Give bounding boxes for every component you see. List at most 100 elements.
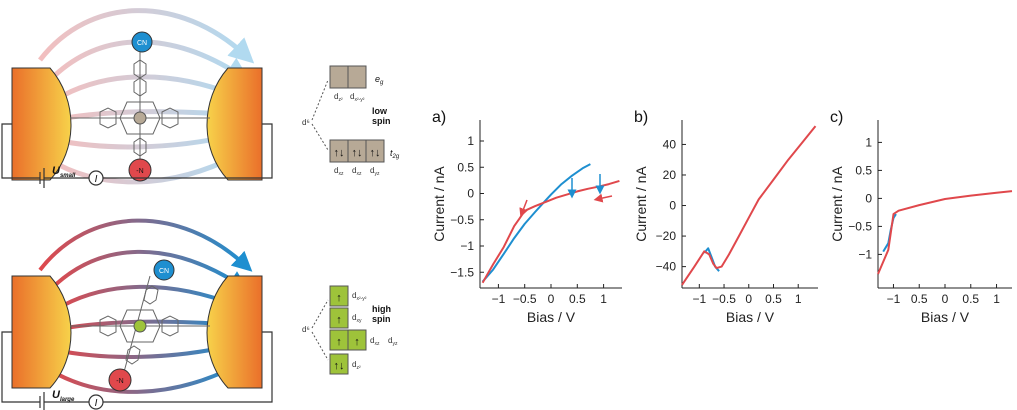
svg-text:↑↓: ↑↓ — [370, 147, 381, 159]
arrow-down-red — [519, 199, 528, 218]
panel-label-b: b) — [634, 109, 648, 126]
high-dash-up — [311, 299, 329, 329]
orbital-diagram-low-spin: dz² dx²-y² eg low spin d⁶ ↑↓ ↑↓ ↑↓ dxz d… — [302, 65, 400, 177]
high-spin-label-2: spin — [372, 314, 391, 324]
y-tick-label: 0 — [669, 199, 676, 213]
n-ligand-bottom-label: -N — [116, 378, 123, 385]
x-tick-label: 0.5 — [569, 292, 586, 306]
x-tick-label: 0 — [548, 292, 555, 306]
x-tick-label: 0 — [745, 292, 752, 306]
molecule-top — [70, 52, 210, 160]
t2g-label: t2g — [390, 148, 400, 160]
cn-ligand-bottom — [153, 259, 175, 281]
svg-text:↑: ↑ — [336, 314, 342, 326]
left-electrode-bottom — [11, 275, 72, 389]
svg-text:↑: ↑ — [354, 336, 360, 348]
voltage-label-bottom: Ularge — [52, 389, 75, 403]
panel-label-a: a) — [432, 109, 446, 126]
x-tick-label: −1 — [492, 292, 506, 306]
current-meter-bottom: I — [95, 398, 98, 409]
x-tick-label: 0 — [942, 292, 949, 306]
high-label-z2: dz² — [352, 360, 361, 371]
high-label-yz: dyz — [388, 336, 398, 347]
orbital-diagram-high-spin: d⁶ ↑ ↑ ↑ ↑ ↑↓ dx²-y² dxy dxz dyz dz² hig… — [302, 285, 398, 375]
low-spin-label-2: spin — [372, 116, 391, 126]
t2g-box-2-label: dxz — [352, 166, 362, 177]
x-tick-label: −1 — [887, 292, 901, 306]
y-tick-label: −1.5 — [450, 265, 474, 279]
eg-box-1 — [329, 65, 349, 89]
y-tick-label: 1 — [865, 135, 872, 149]
x-tick-label: 0.5 — [765, 292, 782, 306]
transport-arrows-pale — [38, 8, 255, 185]
series-line-forward-a — [481, 179, 620, 284]
x-tick-label: −0.5 — [513, 292, 537, 306]
arrow-left-red — [593, 193, 613, 203]
y-tick-label: 20 — [663, 168, 677, 182]
y-tick-label: 0 — [467, 187, 474, 201]
y-tick-label: 1 — [467, 134, 474, 148]
series-line-forward-b — [681, 125, 817, 286]
svg-text:↑: ↑ — [336, 336, 342, 348]
y-tick-label: −1 — [858, 247, 872, 261]
svg-text:↑↓: ↑↓ — [334, 147, 345, 159]
x-tick-label: 0.5 — [962, 292, 979, 306]
y-tick-label: 40 — [663, 137, 677, 151]
x-axis-label-b: Bias / V — [726, 309, 775, 325]
right-electrode-bottom — [206, 275, 263, 389]
eg-box-1-label: dz² — [334, 92, 343, 103]
left-electrode — [11, 67, 72, 181]
schematic-bottom: CN -N Ularge I — [1, 218, 273, 410]
svg-text:↑: ↑ — [336, 292, 342, 304]
t2g-boxes: ↑↓ ↑↓ ↑↓ — [329, 139, 385, 163]
right-electrode — [206, 67, 263, 181]
n-ligand-top-label: -N — [136, 168, 143, 175]
x-tick-label: −1 — [692, 292, 706, 306]
n-ligand-bottom — [108, 368, 132, 392]
current-meter-top: I — [95, 174, 98, 185]
n-ligand-top — [128, 158, 152, 182]
y-axis-label-b: Current / nA — [633, 166, 649, 242]
low-dash-up — [311, 79, 329, 121]
t2g-box-1-label: dxz — [334, 166, 344, 177]
chart-b: b) −40 −20 0 20 40 −1 −0.5 0 0.5 1 Bias / V Current … — [633, 109, 818, 325]
y-tick-label: −20 — [656, 229, 677, 243]
x-tick-label: 1 — [600, 292, 607, 306]
eg-label: eg — [375, 74, 384, 86]
low-spin-label-1: low — [372, 106, 388, 116]
schematic-top: CN -N Usmall I — [1, 8, 273, 188]
y-tick-label: −0.5 — [848, 219, 872, 233]
x-axis-label-a: Bias / V — [527, 309, 576, 325]
y-tick-label: 0.5 — [457, 160, 474, 174]
chart-c: c) −1 −0.5 0 0.5 1 −1 0.5 0 0.5 1 Bias / V Current /… — [829, 109, 1013, 325]
y-tick-label: 0.5 — [855, 163, 872, 177]
chart-a: a) −1.5 −1 −0.5 0 0.5 1 −1 −0.5 0 0.5 1 Bias / V Curr… — [431, 109, 622, 325]
eg-box-2-label: dx²-y² — [350, 92, 365, 103]
x-tick-label: −0.5 — [712, 292, 736, 306]
eg-box-2 — [347, 65, 367, 89]
cn-ligand-top — [131, 31, 153, 53]
circuit-bottom — [1, 331, 273, 410]
y-tick-label: −40 — [656, 260, 677, 274]
y-axis-label-c: Current / nA — [829, 166, 845, 242]
panel-label-c: c) — [830, 109, 843, 126]
svg-text:↑↓: ↑↓ — [352, 147, 363, 159]
low-dash-down — [311, 123, 329, 151]
high-spin-label-1: high — [372, 304, 391, 314]
t2g-box-3-label: dyz — [370, 166, 380, 177]
x-axis-label-c: Bias / V — [921, 309, 970, 325]
molecule-bottom — [70, 275, 210, 373]
high-label-xz: dxz — [370, 336, 380, 347]
cn-ligand-bottom-label: CN — [159, 268, 169, 275]
chart-a-direction-arrows — [519, 174, 613, 218]
high-label-xy: dxy — [352, 313, 362, 324]
y-tick-label: −1 — [460, 239, 474, 253]
cn-ligand-top-label: CN — [137, 40, 147, 47]
series-line-backward-a — [481, 163, 591, 283]
svg-text:↑↓: ↑↓ — [334, 360, 345, 372]
high-spin-boxes: ↑ ↑ ↑ ↑ ↑↓ — [329, 285, 367, 375]
x-tick-label: 1 — [993, 292, 1000, 306]
x-tick-label: 0.5 — [911, 292, 928, 306]
high-label-x2y2: dx²-y² — [352, 291, 367, 302]
